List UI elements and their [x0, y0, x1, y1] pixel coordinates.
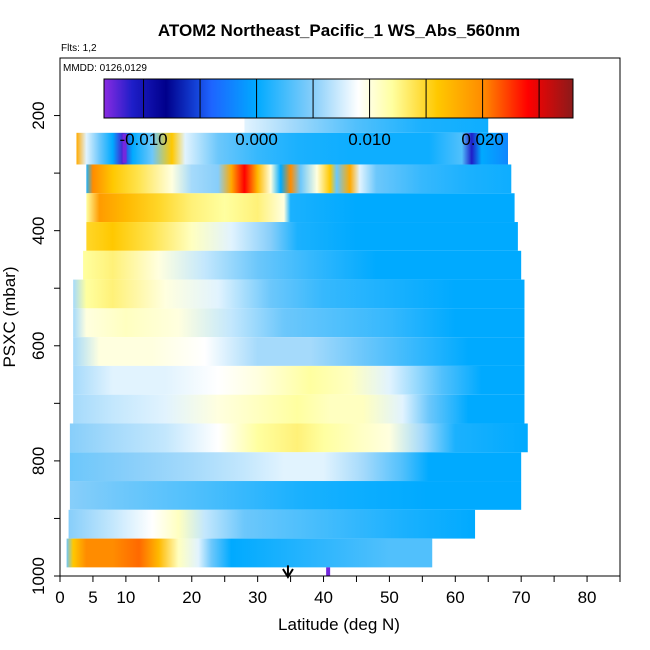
heatmap-highlight-segment [326, 567, 331, 576]
heatmap-row [86, 164, 512, 194]
heatmap-row [73, 337, 525, 366]
flights-label: Flts: 1,2 [61, 43, 97, 54]
heatmap-row [69, 452, 522, 482]
colorbar-tick-label: 0.000 [235, 130, 278, 149]
x-tick-label: 60 [446, 588, 465, 607]
heatmap-row [86, 193, 515, 223]
colorbar-ticks: -0.010 0.000 0.010 0.020 [119, 79, 540, 149]
y-axis: 200 400 600 800 1000 [29, 58, 61, 595]
x-tick-label: 10 [116, 588, 135, 607]
x-tick-label: 40 [314, 588, 333, 607]
heatmap-highlight-segment [122, 133, 127, 163]
heatmap-row [86, 222, 518, 251]
colorbar: -0.010 0.000 0.010 0.020 [103, 78, 574, 149]
x-tick-label: 70 [512, 588, 531, 607]
heatmap-row [73, 365, 525, 395]
chart-title: ATOM2 Northeast_Pacific_1 WS_Abs_560nm [158, 21, 520, 40]
heatmap-row [69, 423, 528, 453]
y-axis-label: PSXC (mbar) [0, 266, 19, 367]
y-tick-label: 600 [29, 332, 48, 360]
x-axis-label: Latitude (deg N) [278, 615, 400, 634]
y-tick-label: 200 [29, 101, 48, 129]
plot-area [59, 57, 621, 577]
latitude-arrow-marker [282, 565, 294, 579]
arrow-head [282, 568, 294, 579]
x-tick-label: 20 [182, 588, 201, 607]
colorbar-tick-label: 0.010 [348, 130, 391, 149]
colorbar-tick-label: -0.010 [119, 130, 167, 149]
heatmap-row [76, 132, 509, 165]
colorbar-gradient [104, 79, 573, 118]
heatmap-row [69, 481, 522, 510]
y-tick-label: 800 [29, 447, 48, 475]
heatmap-row [68, 509, 476, 539]
x-tick-label: 30 [248, 588, 267, 607]
heatmap-rows [66, 104, 528, 568]
colorbar-border [103, 78, 574, 119]
heatmap-highlights [122, 133, 331, 576]
x-tick-label: 0 [55, 588, 64, 607]
heatmap-row [73, 394, 525, 424]
x-tick-label: 80 [578, 588, 597, 607]
x-tick-label: 50 [380, 588, 399, 607]
heatmap-row [73, 279, 525, 309]
heatmap-row [66, 538, 433, 568]
y-tick-label: 400 [29, 216, 48, 244]
colorbar-tick-label: 0.020 [461, 130, 504, 149]
date-label: MMDD: 0126,0129 [63, 63, 147, 74]
heatmap-row [83, 250, 522, 280]
x-axis: 0 5 10 20 30 40 50 60 70 80 [55, 575, 621, 607]
y-tick-label: 1000 [29, 557, 48, 595]
x-tick-label: 5 [88, 588, 97, 607]
heatmap-row [73, 308, 525, 338]
